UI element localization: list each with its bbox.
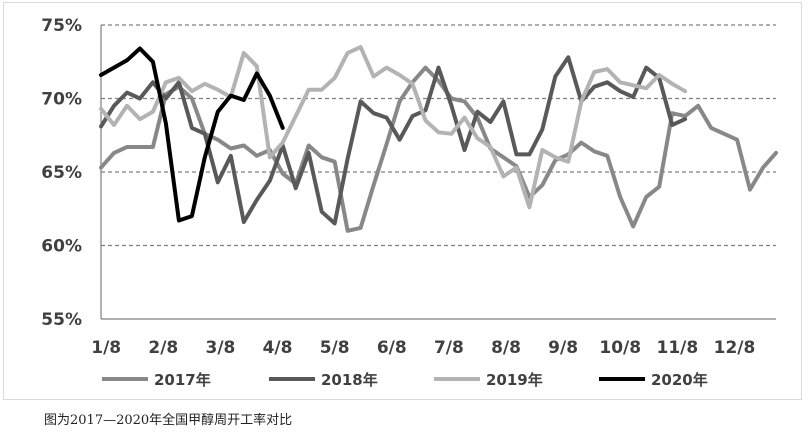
- y-tick-labels: 55% 60% 65% 70% 75%: [41, 16, 82, 330]
- x-tick-label: 8/8: [491, 338, 521, 358]
- x-tick-label: 3/8: [205, 338, 235, 358]
- series-line: [99, 55, 688, 226]
- x-tick-label: 1/8: [91, 338, 121, 358]
- x-tick-label: 12/8: [714, 338, 756, 358]
- x-tick-label: 11/8: [656, 338, 698, 358]
- y-tick-label: 55%: [41, 310, 82, 330]
- x-tick-label: 7/8: [434, 338, 464, 358]
- legend-label: 2017年: [154, 371, 211, 389]
- series-lines: [99, 45, 778, 233]
- series-line: [99, 65, 778, 233]
- legend-label: 2018年: [321, 371, 378, 389]
- legend-label: 2019年: [486, 371, 543, 389]
- legend: 2017年 2018年 2019年 2020年: [102, 371, 708, 389]
- x-tick-label: 4/8: [263, 338, 293, 358]
- y-tick-label: 70%: [41, 90, 82, 110]
- series-line: [99, 46, 285, 223]
- y-tick-label: 65%: [41, 163, 82, 183]
- x-tick-label: 10/8: [599, 338, 641, 358]
- x-tick-label: 6/8: [377, 338, 407, 358]
- x-tick-labels: 1/8 2/8 3/8 4/8 5/8 6/8 7/8 8/8 9/8 10/8 11/8 12/8: [91, 338, 755, 358]
- y-tick-label: 60%: [41, 237, 82, 257]
- legend-label: 2020年: [651, 371, 708, 389]
- gridlines: [101, 24, 776, 247]
- x-tick-label: 5/8: [320, 338, 350, 358]
- x-tick-label: 2/8: [148, 338, 178, 358]
- chart-frame: 55% 60% 65% 70% 75% 1/8 2/8 3/8 4/8 5/8 6/8 7/8 8/8…: [3, 2, 802, 400]
- figure-caption: 图为2017—2020年全国甲醇周开工率对比: [44, 413, 293, 428]
- y-tick-label: 75%: [41, 16, 82, 36]
- line-chart: 55% 60% 65% 70% 75% 1/8 2/8 3/8 4/8 5/8 6/8 7/8 8/8…: [41, 16, 778, 389]
- x-tick-label: 9/8: [548, 338, 578, 358]
- series-line: [99, 45, 688, 210]
